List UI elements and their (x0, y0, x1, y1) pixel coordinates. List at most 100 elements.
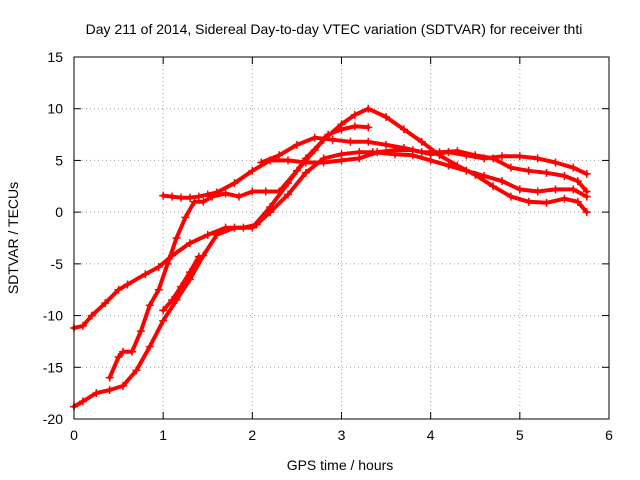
series-4-point (230, 179, 239, 188)
series-6-point (542, 168, 551, 177)
series-2-point (417, 137, 426, 146)
series-1-point (444, 161, 453, 170)
series-2-point (560, 194, 569, 203)
series-6-point (417, 148, 426, 157)
series-4-point (177, 193, 185, 202)
series-2-point (382, 112, 391, 121)
series-6-point (524, 166, 533, 175)
y-tick-label: 5 (55, 152, 63, 168)
series-3-point (127, 347, 136, 356)
series-2-point (524, 197, 533, 206)
series-6-point (560, 171, 569, 180)
series-5-point (168, 296, 177, 305)
y-tick-label: 15 (47, 49, 63, 65)
series-2-point (266, 202, 275, 211)
series-6-point (489, 154, 498, 163)
series-4-point (582, 169, 591, 178)
series-4-point (159, 191, 168, 200)
series-3 (105, 122, 373, 382)
series-6-point (257, 158, 266, 167)
series-2 (70, 104, 591, 411)
y-tick-label: 0 (55, 204, 63, 220)
series-1 (70, 148, 591, 332)
series-1-point (154, 262, 163, 271)
x-tick-label: 2 (248, 427, 256, 443)
series-2-point (199, 251, 208, 260)
series-5-point (185, 268, 194, 277)
series-2-point (471, 170, 480, 179)
series-1-point (498, 177, 506, 186)
series-4-point (248, 166, 257, 175)
series-1-point (123, 280, 132, 289)
x-tick-label: 5 (516, 427, 524, 443)
series-6 (257, 133, 591, 196)
series-1-point (301, 168, 310, 177)
series-3-point (275, 187, 284, 196)
series-5-point (177, 282, 185, 291)
series-6-point (399, 144, 408, 153)
series-6-point (453, 147, 462, 156)
series-3-point (310, 146, 319, 155)
series-1-point (533, 187, 542, 196)
series-4-point (212, 188, 221, 197)
series-6-point (346, 137, 355, 146)
series-6-point (506, 163, 515, 172)
series-3-point (234, 192, 243, 201)
x-tick-label: 1 (159, 427, 167, 443)
series-6-point (573, 177, 582, 186)
series-4-point (569, 163, 578, 172)
series-3-point (364, 123, 373, 132)
series-3-point (154, 285, 163, 294)
series-6-point (435, 148, 444, 157)
series-3-point (119, 347, 128, 356)
series-3-point (221, 189, 230, 198)
series-4-point (185, 193, 194, 202)
series-2-point (212, 230, 221, 239)
axis-ticks (73, 56, 610, 420)
series-1-point (114, 285, 123, 294)
series-4-point (168, 192, 177, 201)
series-5-point (159, 306, 168, 315)
series-2-point (230, 223, 239, 232)
series-3-point (181, 213, 190, 222)
series-1-point (203, 230, 212, 239)
y-tick-label: -15 (43, 359, 63, 375)
series-2-point (506, 192, 515, 201)
series-4-point (533, 154, 542, 163)
series-3-point (199, 197, 208, 206)
series-3-point (145, 301, 154, 310)
series-6-point (310, 133, 319, 142)
series-4-point (373, 148, 382, 157)
series-4-point (301, 158, 310, 167)
series-4 (159, 146, 591, 202)
series-2-point (119, 381, 128, 390)
series-3-point (114, 352, 123, 361)
series-6-point (471, 151, 480, 160)
y-tick-label: 10 (47, 101, 63, 117)
chart-title: Day 211 of 2014, Sidereal Day-to-day VTE… (86, 21, 583, 37)
series-6-point (364, 137, 373, 146)
series-4-point (284, 156, 292, 165)
series-3-point (163, 259, 172, 268)
y-tick-label: -10 (43, 308, 63, 324)
series-6-point (275, 151, 284, 160)
series-2-point (132, 366, 141, 375)
series-1-point (101, 299, 110, 308)
series-2-point (92, 389, 101, 398)
series-3-point (337, 125, 346, 134)
series-6-point (382, 140, 391, 149)
series-1-point (569, 185, 578, 194)
series-1-point (87, 311, 96, 320)
series-4-point (337, 156, 346, 165)
series-4-point (498, 152, 506, 161)
series-2-point (582, 208, 591, 217)
series-1-point (551, 185, 560, 194)
y-tick-label: -5 (51, 256, 64, 272)
series-4-point (551, 158, 560, 167)
x-tick-label: 6 (605, 427, 613, 443)
series-3-line (107, 124, 371, 380)
series-6-point (292, 140, 301, 149)
series-3-point (350, 122, 359, 131)
series-layer (70, 104, 591, 411)
